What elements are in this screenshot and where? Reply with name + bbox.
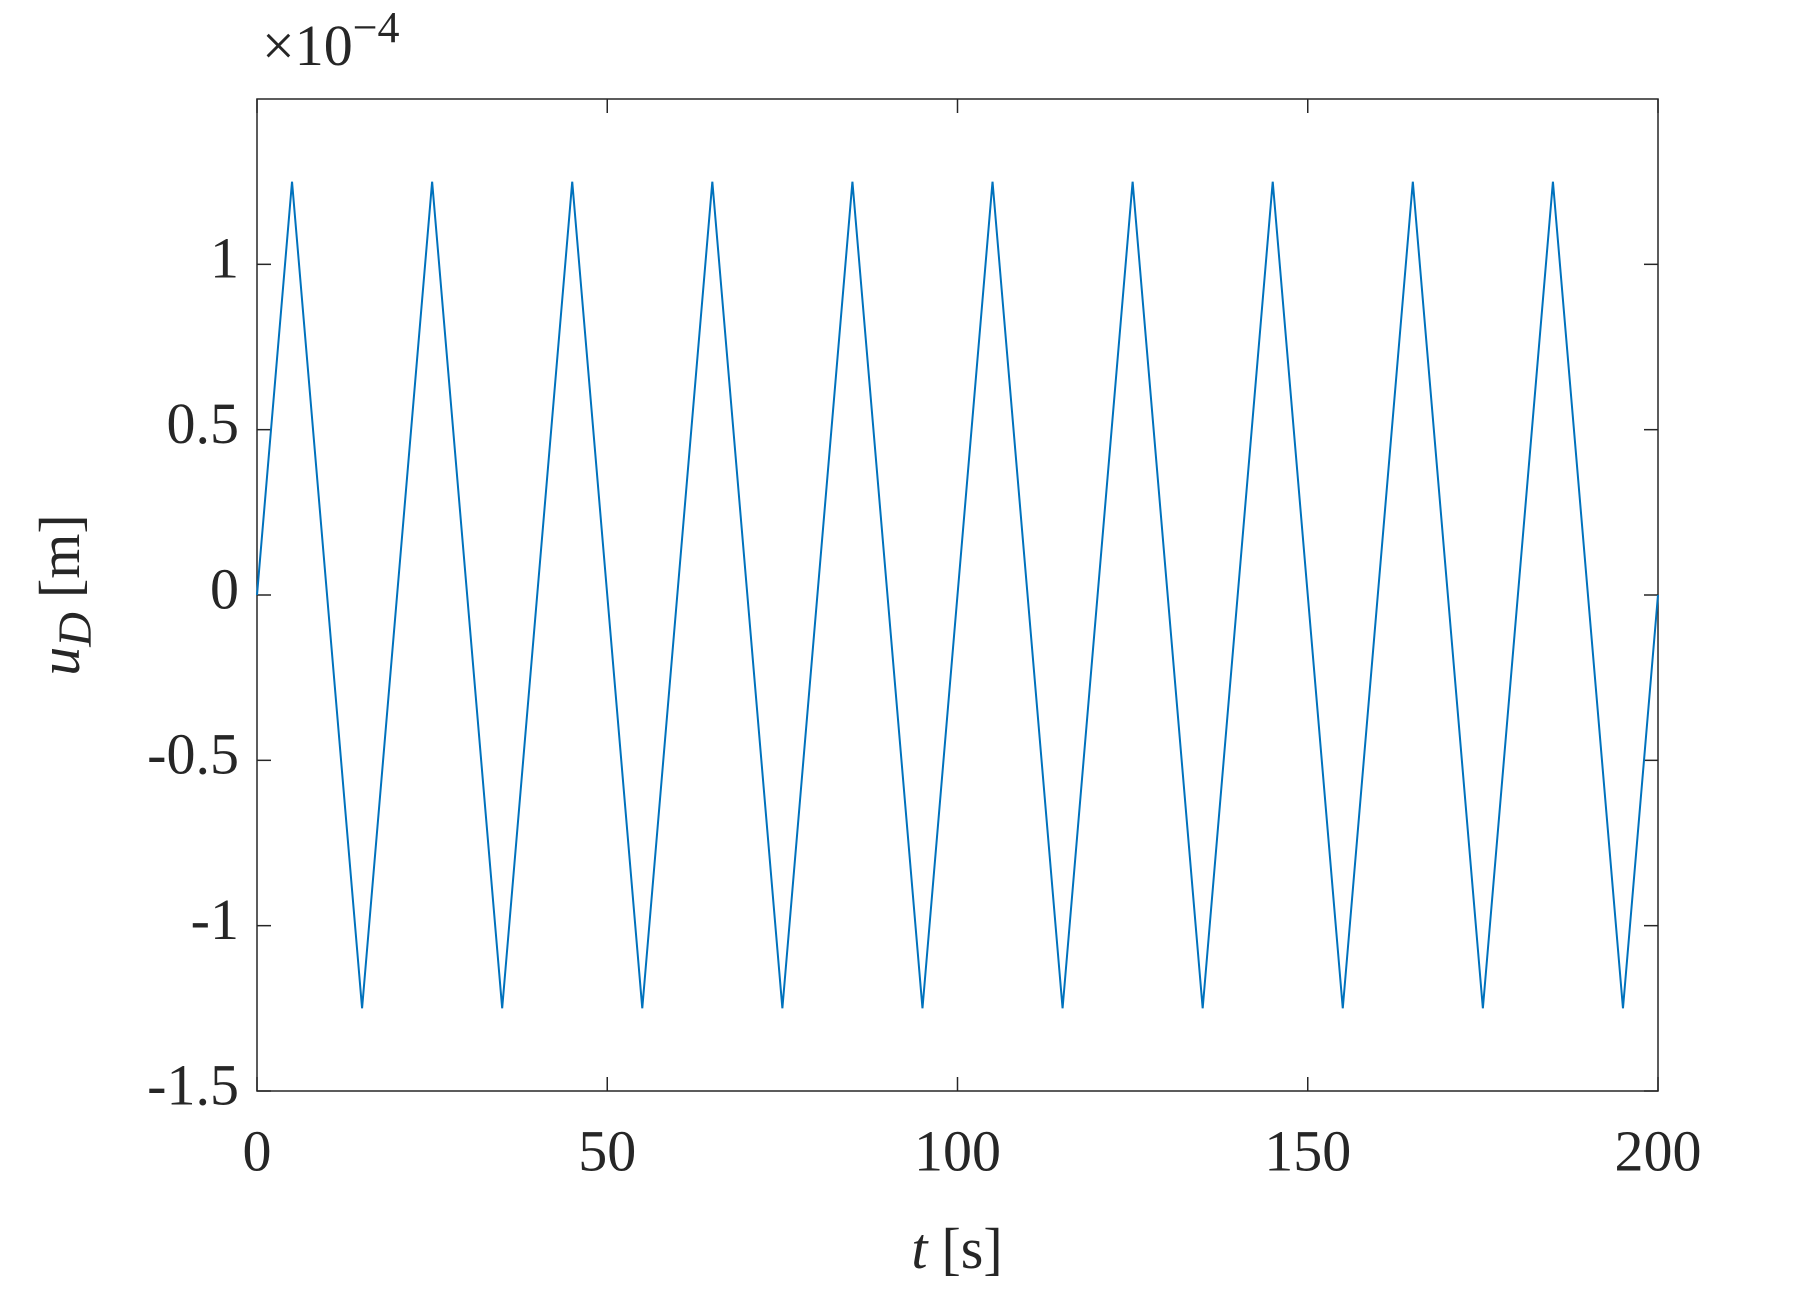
y-unit: [m] (27, 514, 92, 598)
y-tick-label: -0.5 (147, 722, 239, 787)
y-tick-label: 0 (210, 556, 239, 621)
y-tick-label: 1 (210, 226, 239, 291)
x-tick-label: 50 (578, 1118, 636, 1183)
x-tick-label: 200 (1615, 1118, 1702, 1183)
x-symbol: t (911, 1216, 929, 1281)
x-axis-label: t [s] (911, 1216, 1002, 1281)
data-line (256, 181, 1659, 1009)
x-unit: [s] (941, 1216, 1002, 1281)
y-axis-label: uD [m] (27, 514, 102, 675)
y-tick-label: -1 (191, 887, 239, 952)
y-tick-label: 0.5 (167, 391, 240, 456)
multiplier-exponent: −4 (353, 3, 400, 52)
multiplier: ×10−4 (262, 3, 400, 78)
y-tick-label: -1.5 (147, 1052, 239, 1117)
x-tick-label: 150 (1264, 1118, 1351, 1183)
y-symbol: u (27, 647, 92, 676)
x-tick-label: 100 (914, 1118, 1001, 1183)
x-tick-label: 0 (243, 1118, 272, 1183)
y-subscript: D (49, 612, 102, 648)
multiplier-base: ×10 (262, 13, 353, 78)
